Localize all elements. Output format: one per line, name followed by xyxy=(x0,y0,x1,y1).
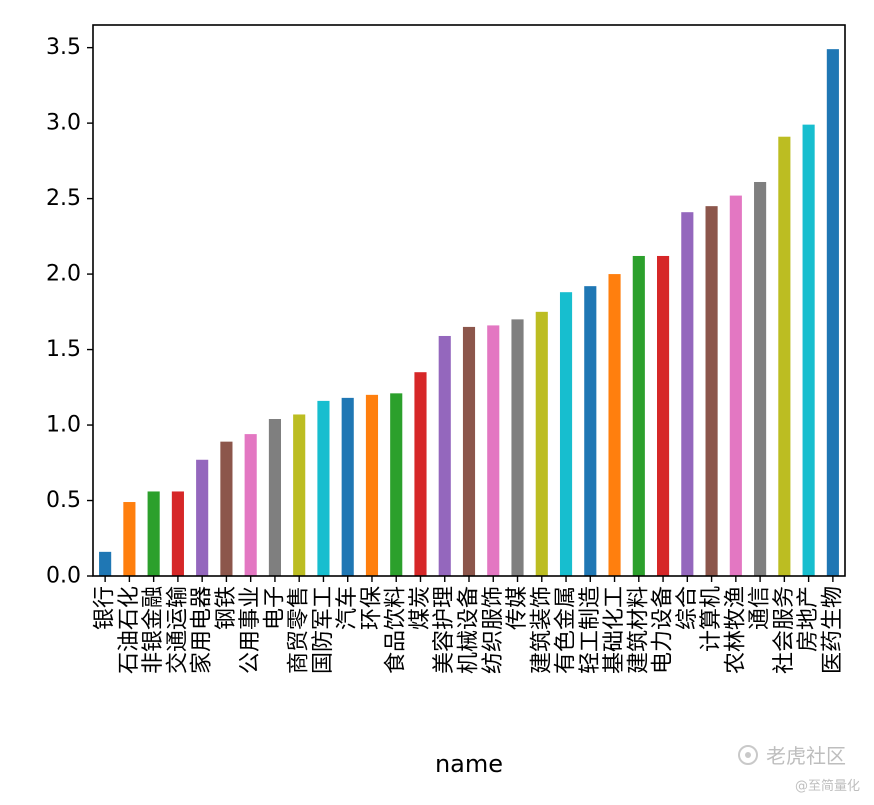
bar xyxy=(487,325,500,576)
bar xyxy=(778,136,791,576)
bar xyxy=(608,274,621,576)
x-tick-label: 家用电器 xyxy=(190,586,215,674)
y-tick-label: 0.0 xyxy=(46,564,81,589)
x-tick-label: 农林牧渔 xyxy=(723,586,748,674)
x-tick-label: 食品饮料 xyxy=(384,586,409,674)
bar xyxy=(657,255,670,577)
bar xyxy=(123,502,136,576)
x-tick-label: 计算机 xyxy=(699,586,724,652)
bar xyxy=(390,393,403,576)
x-tick-label: 钢铁 xyxy=(214,586,239,630)
x-tick-label: 综合 xyxy=(675,586,700,630)
x-tick-label: 煤炭 xyxy=(408,586,433,630)
bar xyxy=(462,326,476,576)
bar xyxy=(535,311,548,576)
watermark-handle: @至简量化 xyxy=(795,778,860,794)
bar xyxy=(826,49,839,576)
x-tick-label: 社会服务 xyxy=(772,586,797,674)
watermark: 老虎社区 @至简量化 xyxy=(738,744,860,794)
x-tick-label: 纺织服饰 xyxy=(481,586,506,674)
y-tick-label: 1.5 xyxy=(46,337,81,362)
x-tick-label: 房地产 xyxy=(796,586,821,652)
bar xyxy=(681,212,694,577)
x-tick-label: 国防军工 xyxy=(311,586,336,674)
bar xyxy=(729,195,742,576)
x-tick-label: 建筑材料 xyxy=(626,586,651,674)
watermark-text: 老虎社区 xyxy=(766,744,846,768)
x-tick-label: 石油石化 xyxy=(117,586,142,674)
x-tick-label: 非银金融 xyxy=(141,586,166,674)
x-tick-label: 银行 xyxy=(93,586,118,630)
x-tick-label: 传媒 xyxy=(505,586,530,630)
bar xyxy=(414,372,427,576)
bar xyxy=(268,419,281,576)
bar xyxy=(438,335,451,576)
x-tick-label: 轻工制造 xyxy=(578,586,603,674)
bar xyxy=(244,434,257,576)
x-tick-label: 医药生物 xyxy=(820,586,845,674)
plot-frame xyxy=(92,24,846,577)
y-axis: 0.0 0.5 1.0 1.5 2.0 2.5 3.0 3.5 xyxy=(46,35,93,589)
bar xyxy=(196,459,209,576)
bar xyxy=(802,124,815,576)
x-tick-label: 有色金属 xyxy=(554,586,579,674)
x-tick-label: 电力设备 xyxy=(651,586,676,674)
bar xyxy=(147,491,160,576)
x-tick-label: 商贸零售 xyxy=(287,586,312,674)
bar xyxy=(341,397,354,576)
bar xyxy=(293,414,306,576)
bar xyxy=(171,491,184,576)
bar xyxy=(99,551,112,576)
bar xyxy=(317,400,330,576)
x-tick-label: 美容护理 xyxy=(432,586,457,674)
bar xyxy=(584,286,597,576)
bar xyxy=(365,394,379,576)
y-tick-label: 3.5 xyxy=(46,35,81,60)
bar xyxy=(632,255,645,577)
x-axis-title: name xyxy=(435,750,503,778)
y-tick-label: 2.0 xyxy=(46,262,81,287)
watermark-logo-icon xyxy=(738,745,758,765)
y-tick-label: 1.0 xyxy=(46,413,81,438)
x-tick-label: 通信 xyxy=(748,586,773,630)
y-tick-label: 3.0 xyxy=(46,111,81,136)
x-tick-label: 环保 xyxy=(359,586,384,630)
x-axis: 银行 石油石化 非银金融 交通运输 家用电器 钢铁 公用事业 电子 商贸零售 国防军工 汽车 环保 食品… xyxy=(93,576,845,674)
bars-group xyxy=(99,49,839,577)
y-tick-label: 0.5 xyxy=(46,488,81,513)
bar xyxy=(754,181,767,576)
bar xyxy=(705,206,718,576)
bar xyxy=(559,292,573,576)
x-tick-label: 交通运输 xyxy=(165,586,190,674)
y-tick-label: 2.5 xyxy=(46,186,81,211)
x-tick-label: 建筑装饰 xyxy=(529,586,554,674)
x-tick-label: 机械设备 xyxy=(457,586,482,674)
x-tick-label: 公用事业 xyxy=(238,586,263,674)
x-tick-label: 汽车 xyxy=(335,586,360,630)
x-tick-label: 电子 xyxy=(262,586,287,630)
bar xyxy=(511,319,524,576)
x-tick-label: 基础化工 xyxy=(602,586,627,674)
bar xyxy=(220,441,233,576)
